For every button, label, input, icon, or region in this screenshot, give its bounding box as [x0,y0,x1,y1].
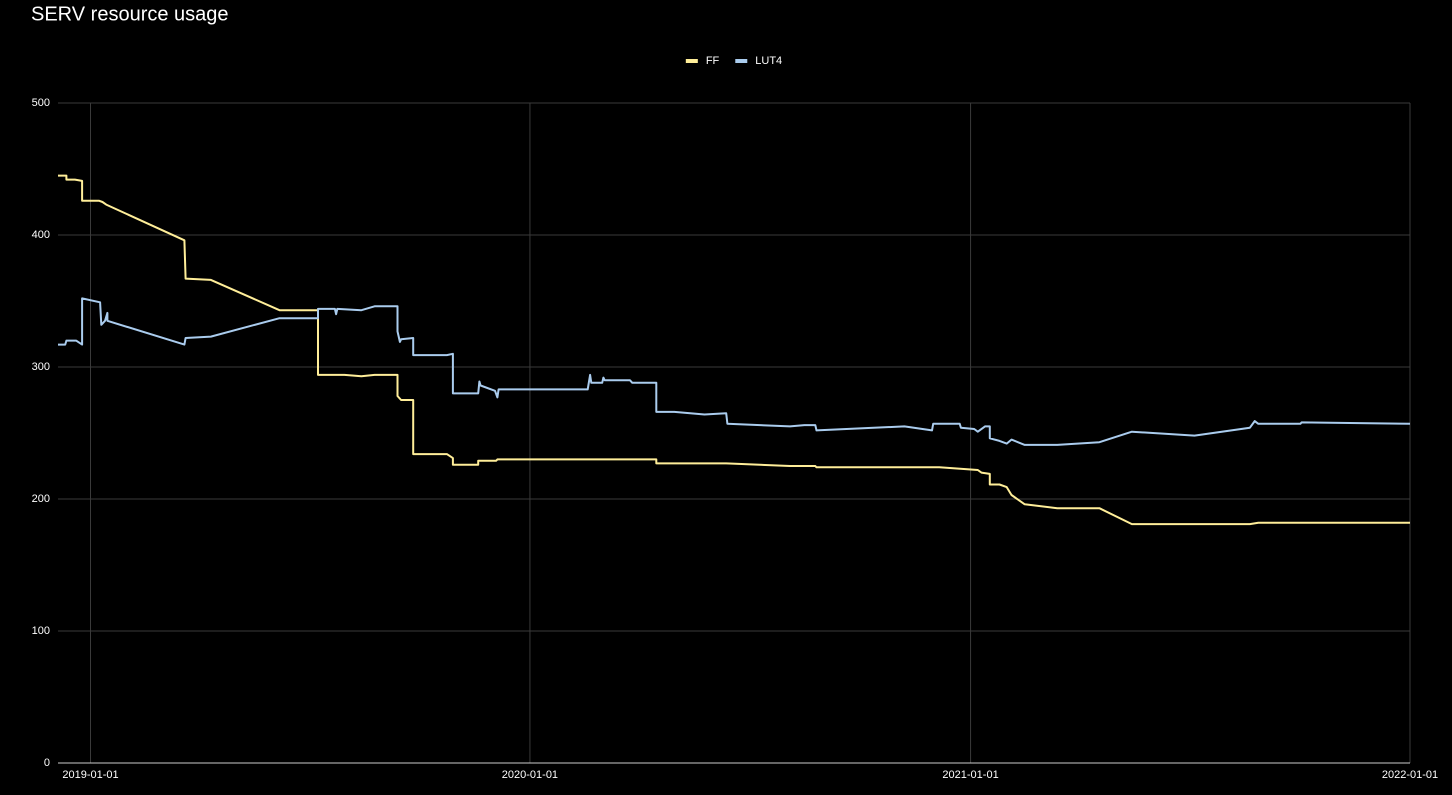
legend-swatch [735,59,748,63]
line [58,297,1411,446]
chart-title: SERV resource usage [31,3,229,25]
x-tick-label: 2019-01-01 [62,769,118,781]
y-tick-label: 100 [32,625,50,637]
y-tick-label: 200 [32,493,50,505]
x-tick-label: 2022-01-01 [1382,769,1438,781]
y-tick-label: 300 [32,361,50,373]
legend-label: LUT4 [755,55,782,67]
legend-swatch [685,59,698,63]
line [58,174,1410,526]
legend: FF LUT4 [685,55,782,67]
x-tick-label: 2020-01-01 [502,769,558,781]
y-tick-label: 400 [32,229,50,241]
legend-label: FF [706,55,720,67]
y-tick-label: 500 [32,97,50,109]
y-tick-label: 0 [44,757,50,769]
x-tick-label: 2021-01-01 [942,769,998,781]
